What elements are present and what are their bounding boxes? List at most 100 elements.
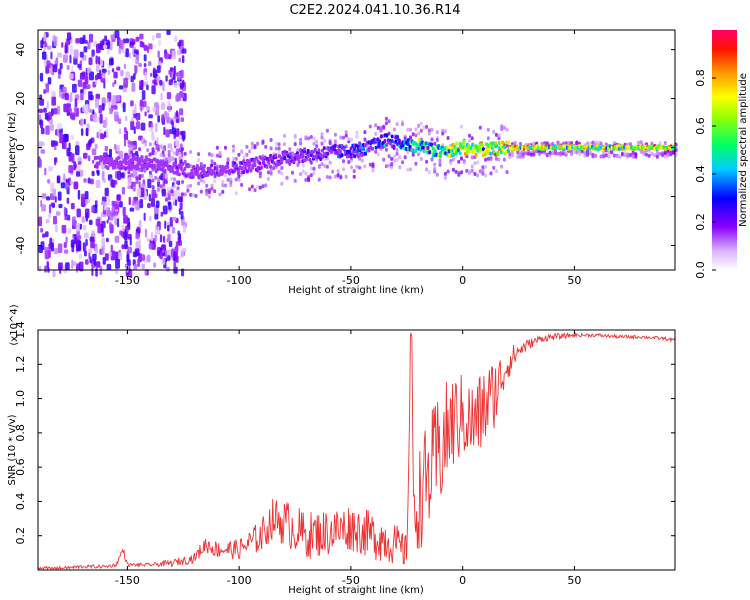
heatmap-ridge-cell <box>235 163 239 168</box>
heatmap-ridge-cell <box>317 148 321 153</box>
colorbar-title: Normalized spectral amplitude <box>738 73 749 227</box>
heatmap-band-cell <box>175 180 179 185</box>
heatmap-band-cell <box>240 149 244 154</box>
heatmap-speckle <box>166 92 172 100</box>
heatmap-speckle <box>147 46 150 53</box>
heatmap-ridge-cell <box>322 146 326 151</box>
heatmap-speckle <box>45 231 49 238</box>
heatmap-speckle <box>90 239 95 249</box>
heatmap-ridge-cell <box>358 146 362 150</box>
heatmap-band-cell <box>510 153 514 158</box>
heatmap-speckle <box>103 205 108 211</box>
heatmap-speckle <box>181 130 186 140</box>
heatmap-band-cell <box>274 141 278 146</box>
heatmap-band-cell <box>489 157 493 162</box>
heatmap-speckle <box>54 157 57 166</box>
heatmap-band-cell <box>304 177 308 182</box>
heatmap-speckle <box>85 103 89 112</box>
heatmap-speckle <box>115 251 119 261</box>
heatmap-speckle <box>109 148 112 159</box>
heatmap-x-tick-label: -100 <box>227 274 252 287</box>
heatmap-speckle <box>148 61 152 66</box>
heatmap-speckle <box>77 245 82 252</box>
heatmap-ridge-cell <box>428 150 432 155</box>
heatmap-speckle <box>173 261 176 268</box>
heatmap-speckle <box>88 155 91 162</box>
heatmap-speckle <box>130 75 134 83</box>
heatmap-speckle <box>58 68 62 75</box>
heatmap-ridge-cell <box>288 152 292 157</box>
heatmap-band-cell <box>409 167 412 172</box>
heatmap-speckle <box>99 69 102 80</box>
heatmap-band-cell <box>626 152 630 157</box>
heatmap-speckle <box>60 182 66 189</box>
heatmap-band-cell <box>234 156 238 161</box>
heatmap-speckle <box>106 39 110 46</box>
heatmap-speckle <box>82 105 86 113</box>
heatmap-band-cell <box>178 147 182 152</box>
heatmap-speckle <box>39 98 45 106</box>
heatmap-speckle <box>88 139 93 145</box>
heatmap-ridge-cell <box>362 147 366 152</box>
heatmap-speckle <box>176 186 180 191</box>
heatmap-speckle <box>62 86 66 93</box>
heatmap-ridge-cell <box>326 151 330 156</box>
heatmap-band-cell <box>333 132 337 137</box>
heatmap-speckle <box>63 206 67 215</box>
heatmap-band-cell <box>173 151 176 156</box>
heatmap-speckle <box>140 107 143 112</box>
heatmap-speckle <box>121 187 126 195</box>
heatmap-band-cell <box>299 137 303 142</box>
heatmap-speckle <box>124 244 129 250</box>
heatmap-ridge-cell <box>380 134 383 139</box>
heatmap-band-cell <box>588 150 592 155</box>
heatmap-band-cell <box>419 121 423 126</box>
heatmap-speckle <box>138 63 142 67</box>
heatmap-speckle <box>76 208 81 218</box>
heatmap-speckle <box>46 196 51 201</box>
heatmap-speckle <box>59 89 62 98</box>
heatmap-band-cell <box>489 171 493 176</box>
heatmap-band-cell <box>135 176 139 181</box>
heatmap-band-cell <box>323 138 327 143</box>
heatmap-speckle <box>116 218 120 228</box>
heatmap-speckle <box>130 117 134 122</box>
heatmap-speckle <box>95 180 101 188</box>
heatmap-band-cell <box>500 127 504 132</box>
heatmap-band-cell <box>355 130 359 135</box>
heatmap-band-cell <box>226 177 230 182</box>
heatmap-band-cell <box>516 150 520 155</box>
heatmap-speckle <box>178 196 184 203</box>
heatmap-band-cell <box>433 162 437 167</box>
heatmap-speckle <box>57 191 62 201</box>
heatmap-speckle <box>144 111 147 117</box>
heatmap-band-cell <box>521 152 525 157</box>
heatmap-band-cell <box>218 151 222 156</box>
heatmap-speckle <box>42 51 47 60</box>
heatmap-band-cell <box>159 153 163 157</box>
heatmap-band-cell <box>387 119 391 124</box>
heatmap-ridge-cell <box>136 166 140 171</box>
heatmap-band-cell <box>669 151 673 156</box>
heatmap-speckle <box>124 115 128 121</box>
heatmap-band-cell <box>425 124 429 129</box>
heatmap-band-cell <box>148 142 152 147</box>
heatmap-band-cell <box>390 156 394 161</box>
heatmap-speckle <box>77 79 83 87</box>
heatmap-band-cell <box>162 147 166 152</box>
heatmap-speckle <box>114 79 117 85</box>
heatmap-speckle <box>116 95 121 102</box>
heatmap-band-cell <box>639 140 643 145</box>
heatmap-ridge-cell <box>190 171 194 176</box>
heatmap-band-cell <box>376 126 380 130</box>
heatmap-speckle <box>63 103 68 113</box>
heatmap-band-cell <box>658 141 662 146</box>
heatmap-speckle <box>175 199 177 206</box>
heatmap-band-cell <box>559 151 563 156</box>
heatmap-speckle <box>134 203 138 209</box>
heatmap-ridge-cell <box>245 169 249 174</box>
heatmap-band-cell <box>529 152 533 157</box>
heatmap-speckle <box>46 101 49 110</box>
heatmap-ridge-cell <box>458 151 462 156</box>
